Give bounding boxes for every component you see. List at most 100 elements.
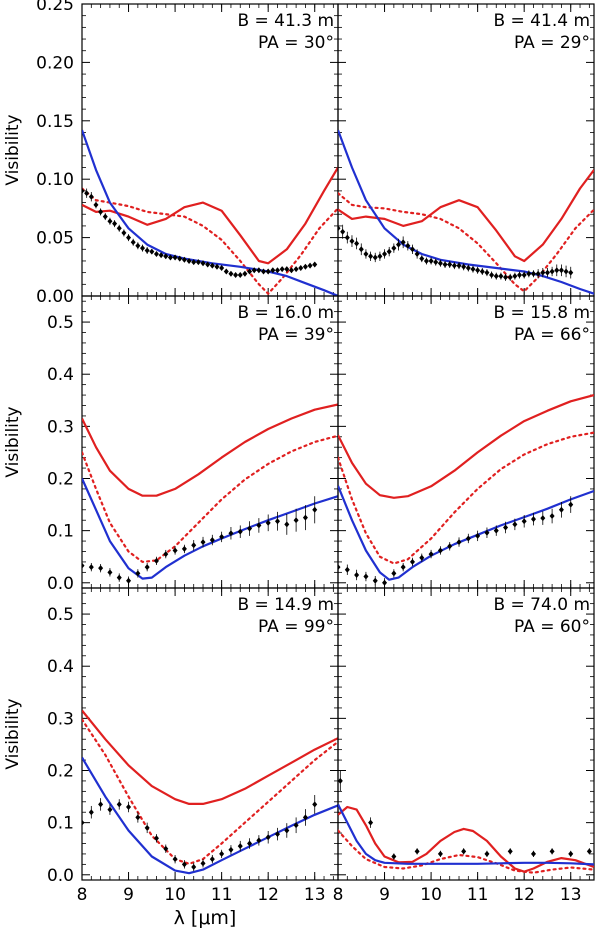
- series-group: [338, 129, 594, 295]
- y-axis-label: Visibility: [3, 114, 23, 185]
- data-point: [484, 850, 490, 857]
- data-point: [530, 270, 536, 277]
- data-point: [544, 269, 550, 276]
- data-point: [391, 853, 397, 860]
- data-point: [391, 245, 397, 252]
- x-tick-label: 9: [123, 885, 134, 905]
- y-tick-label: 0.0: [47, 866, 74, 886]
- data-point: [554, 267, 560, 274]
- data-point: [88, 809, 94, 816]
- data-point: [200, 260, 206, 267]
- data-point: [149, 248, 155, 255]
- data-point: [302, 263, 308, 270]
- data-point: [354, 571, 360, 578]
- data-point: [568, 501, 574, 508]
- data-point: [447, 543, 453, 550]
- data-point: [358, 246, 364, 253]
- data-point: [247, 268, 253, 275]
- baseline-annotation: B = 16.0 m: [237, 303, 334, 323]
- data-point: [256, 837, 262, 844]
- data-point: [130, 239, 136, 246]
- data-point: [377, 253, 383, 260]
- data-point: [521, 518, 527, 525]
- pa-annotation: PA = 29°: [514, 33, 590, 53]
- panel-middle-right: B = 15.8 mPA = 66°: [337, 295, 595, 589]
- data-point: [279, 266, 285, 273]
- data-point: [219, 850, 225, 857]
- data-point: [489, 271, 495, 278]
- data-point: [433, 259, 439, 266]
- data-point: [368, 819, 374, 826]
- data-point: [293, 822, 299, 829]
- model-red-dotted-line: [338, 192, 594, 293]
- model-red-solid-line: [338, 805, 594, 873]
- model-red-dotted-line: [82, 434, 338, 564]
- data-point: [409, 246, 415, 253]
- data-point: [116, 225, 122, 232]
- data-point: [414, 250, 420, 257]
- y-tick-label: 0.5: [47, 313, 74, 333]
- series-group: [338, 770, 594, 874]
- data-point: [428, 257, 434, 264]
- data-point: [256, 267, 262, 274]
- data-point: [391, 570, 397, 577]
- data-point: [200, 539, 206, 546]
- data-point: [82, 187, 85, 194]
- baseline-annotation: B = 14.9 m: [237, 595, 334, 615]
- data-point: [382, 579, 388, 586]
- data-point: [312, 261, 318, 268]
- y-tick-label: 0.4: [47, 365, 74, 385]
- y-tick-label: 0.1: [47, 522, 74, 542]
- data-point: [461, 848, 467, 855]
- data-point: [186, 257, 192, 264]
- data-point: [181, 861, 187, 868]
- data-point: [368, 253, 374, 260]
- y-tick-label: 0.5: [47, 605, 74, 625]
- data-point: [465, 264, 471, 271]
- data-point: [503, 274, 509, 281]
- data-point: [121, 229, 127, 236]
- data-point: [177, 255, 183, 262]
- data-point: [265, 834, 271, 841]
- data-point: [386, 248, 392, 255]
- y-tick-label: 0.3: [47, 709, 74, 729]
- model-blue-line: [82, 756, 338, 875]
- data-point: [214, 263, 220, 270]
- data-point: [461, 263, 467, 270]
- series-group: [82, 403, 338, 585]
- data-point: [423, 257, 429, 264]
- data-point: [512, 521, 518, 528]
- data-point: [98, 208, 104, 215]
- data-point: [442, 261, 448, 268]
- data-point: [530, 850, 536, 857]
- data-point: [88, 193, 94, 200]
- data-point: [112, 220, 118, 227]
- data-point: [540, 269, 546, 276]
- data-point: [153, 557, 159, 564]
- data-point: [419, 255, 425, 262]
- panel-bottom-left: 8 9 10 11 12 13 0.0 0.1 0.2 0.3 0.4 0.5 Visibility B …: [3, 587, 339, 905]
- data-point: [338, 564, 341, 571]
- model-blue-line: [338, 803, 594, 866]
- data-point: [512, 273, 518, 280]
- data-point: [270, 267, 276, 274]
- data-point: [312, 506, 318, 513]
- data-point: [228, 530, 234, 537]
- data-point: [135, 242, 141, 249]
- data-point: [135, 570, 141, 577]
- data-point: [195, 259, 201, 266]
- data-point: [191, 863, 197, 870]
- data-point: [307, 262, 313, 269]
- data-point: [233, 271, 239, 278]
- data-point: [144, 247, 150, 254]
- data-point: [586, 848, 592, 855]
- data-point: [293, 266, 299, 273]
- series-group: [338, 394, 594, 588]
- model-blue-line: [82, 478, 338, 580]
- y-tick-label: 0.1: [47, 814, 74, 834]
- panel-bottom-right: 8 9 10 11 12 13 B = 74.0 mPA = 60°: [333, 587, 595, 905]
- data-point: [144, 824, 150, 831]
- data-point: [237, 271, 243, 278]
- data-point: [158, 252, 164, 259]
